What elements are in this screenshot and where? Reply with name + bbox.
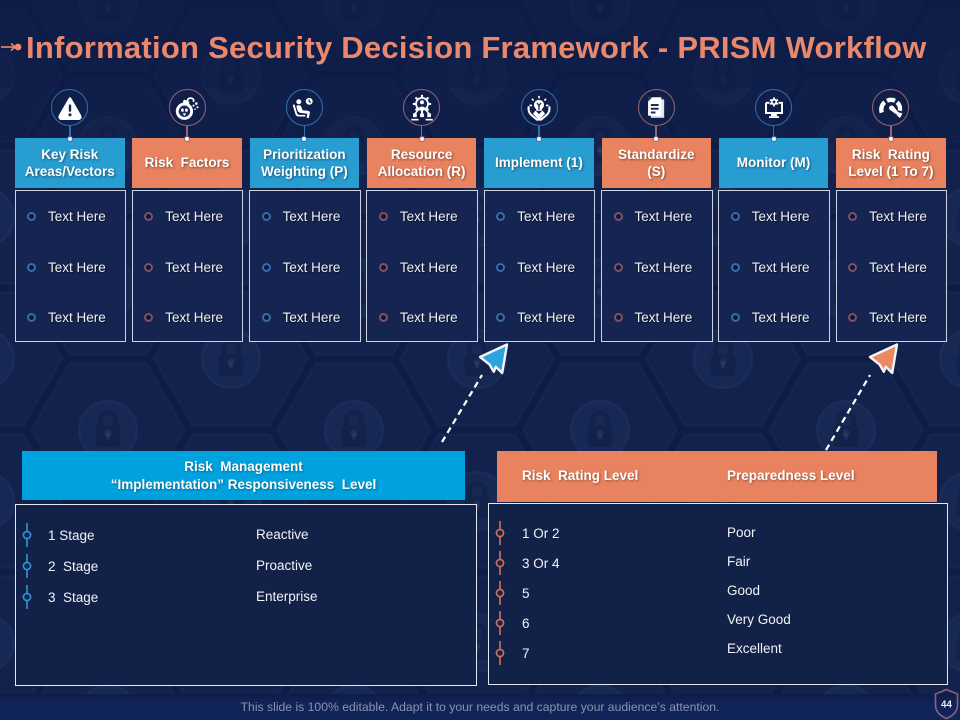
svg-text:44: 44 [941,700,952,711]
